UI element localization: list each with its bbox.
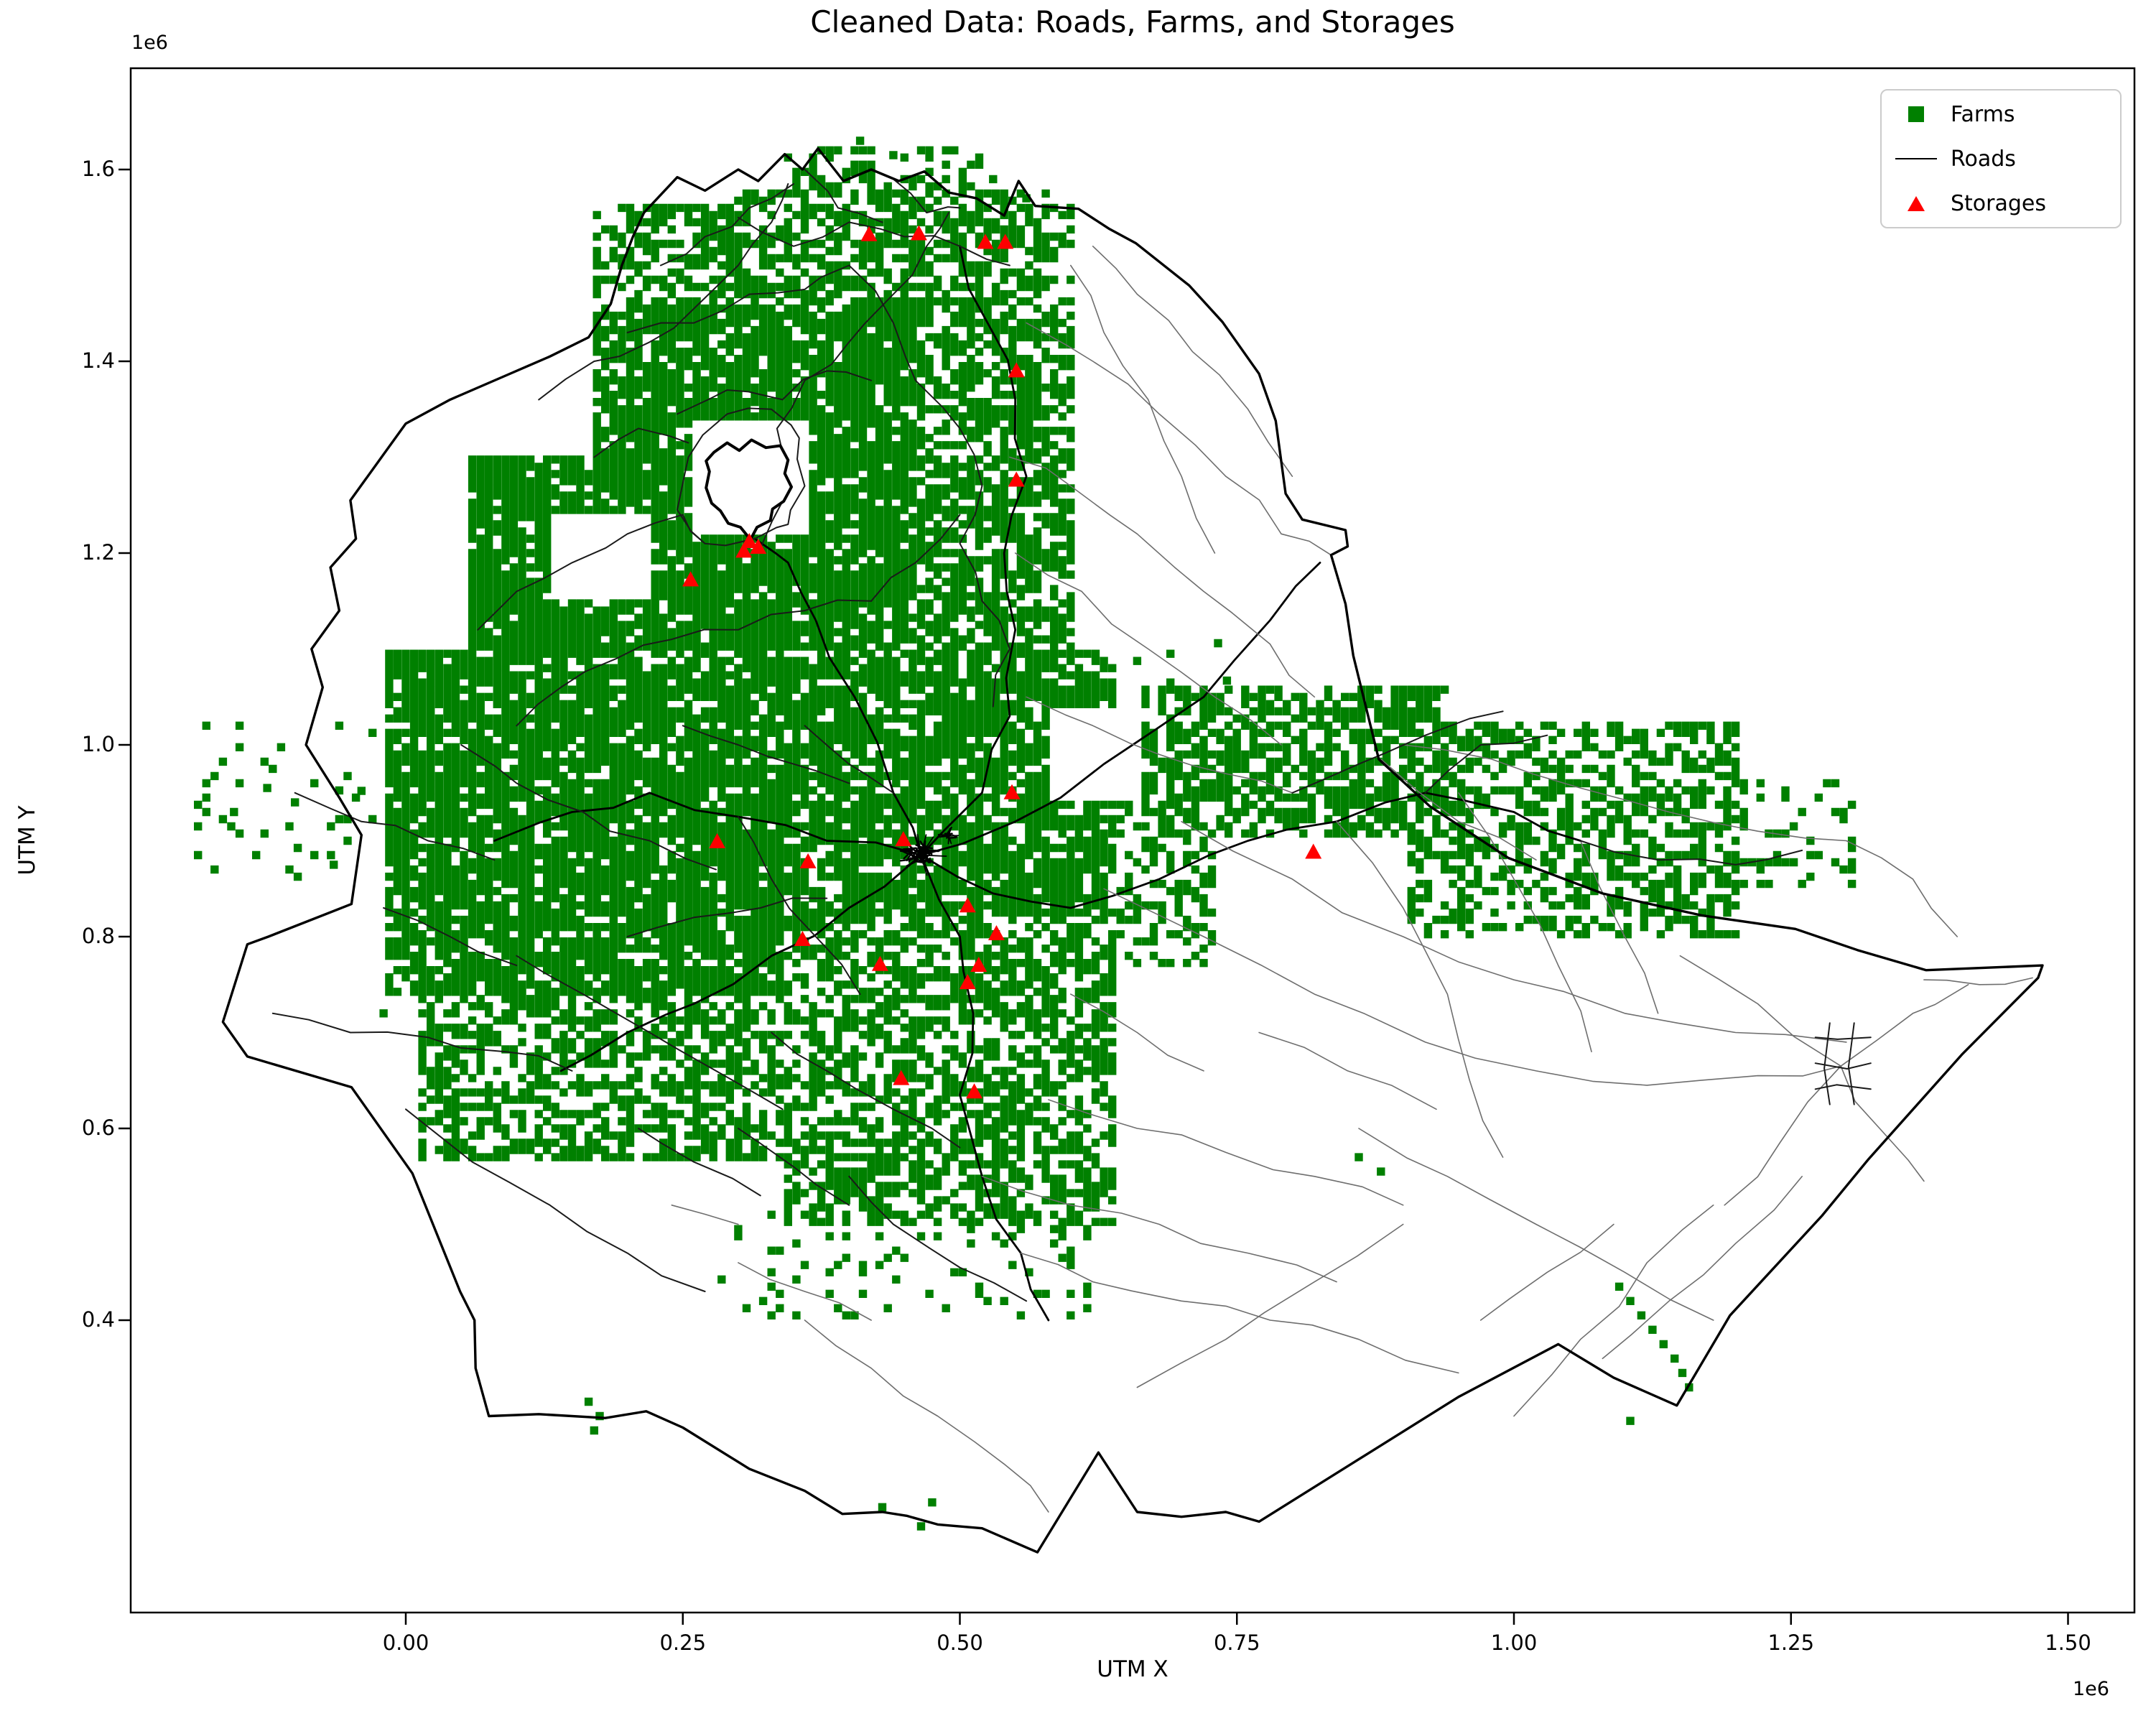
x-tick-label: 0.75 bbox=[1213, 1630, 1260, 1655]
x-tick-label: 0.50 bbox=[937, 1630, 983, 1655]
y-axis-label: UTM Y bbox=[14, 805, 40, 876]
legend-item-roads: Roads bbox=[1882, 138, 2120, 180]
country-boundary bbox=[221, 147, 2044, 1554]
lake-outline bbox=[705, 438, 793, 542]
legend-item-farms: Farms bbox=[1882, 93, 2120, 135]
y-axis-offset-label: 1e6 bbox=[131, 32, 168, 54]
x-tick-label: 0.25 bbox=[659, 1630, 707, 1655]
farms-layer bbox=[194, 136, 1857, 1531]
roads-legend-marker-line-icon bbox=[1882, 158, 1951, 159]
y-tick-label: 0.8 bbox=[81, 924, 115, 948]
y-tick-label: 1.2 bbox=[81, 540, 115, 565]
legend-label: Farms bbox=[1951, 101, 2015, 127]
tick-marks bbox=[119, 168, 2069, 1625]
y-tick-label: 0.6 bbox=[81, 1115, 115, 1140]
x-axis-offset-label: 1e6 bbox=[2073, 1678, 2109, 1700]
storages-layer bbox=[682, 225, 1322, 1099]
x-tick-label: 1.25 bbox=[1767, 1630, 1815, 1655]
farms-legend-marker-square-icon bbox=[1882, 106, 1951, 122]
x-tick-label: 1.50 bbox=[2045, 1630, 2091, 1655]
legend-label: Roads bbox=[1951, 146, 2016, 172]
legend-item-storages: Storages bbox=[1882, 182, 2120, 224]
y-tick-label: 1.6 bbox=[81, 157, 115, 181]
line-icon bbox=[1895, 158, 1937, 159]
legend-label: Storages bbox=[1951, 190, 2047, 216]
legend: Farms Roads Storages bbox=[1880, 89, 2122, 228]
y-tick-label: 1.4 bbox=[81, 348, 115, 373]
page-title: Cleaned Data: Roads, Farms, and Storages bbox=[810, 4, 1455, 40]
y-tick-label: 1.0 bbox=[81, 732, 115, 756]
x-tick-label: 1.00 bbox=[1490, 1630, 1538, 1655]
city-road-cluster bbox=[899, 826, 959, 876]
map-content bbox=[194, 136, 2044, 1554]
storages-legend-marker-triangle-icon bbox=[1882, 195, 1951, 211]
axes-frame bbox=[129, 67, 2136, 1614]
x-tick-label: 0.00 bbox=[382, 1630, 429, 1655]
y-tick-label: 0.4 bbox=[81, 1307, 115, 1332]
triangle-icon bbox=[1908, 195, 1925, 211]
x-axis-label: UTM X bbox=[1097, 1656, 1168, 1682]
square-icon bbox=[1908, 106, 1924, 122]
roads-layer bbox=[271, 169, 2033, 1513]
